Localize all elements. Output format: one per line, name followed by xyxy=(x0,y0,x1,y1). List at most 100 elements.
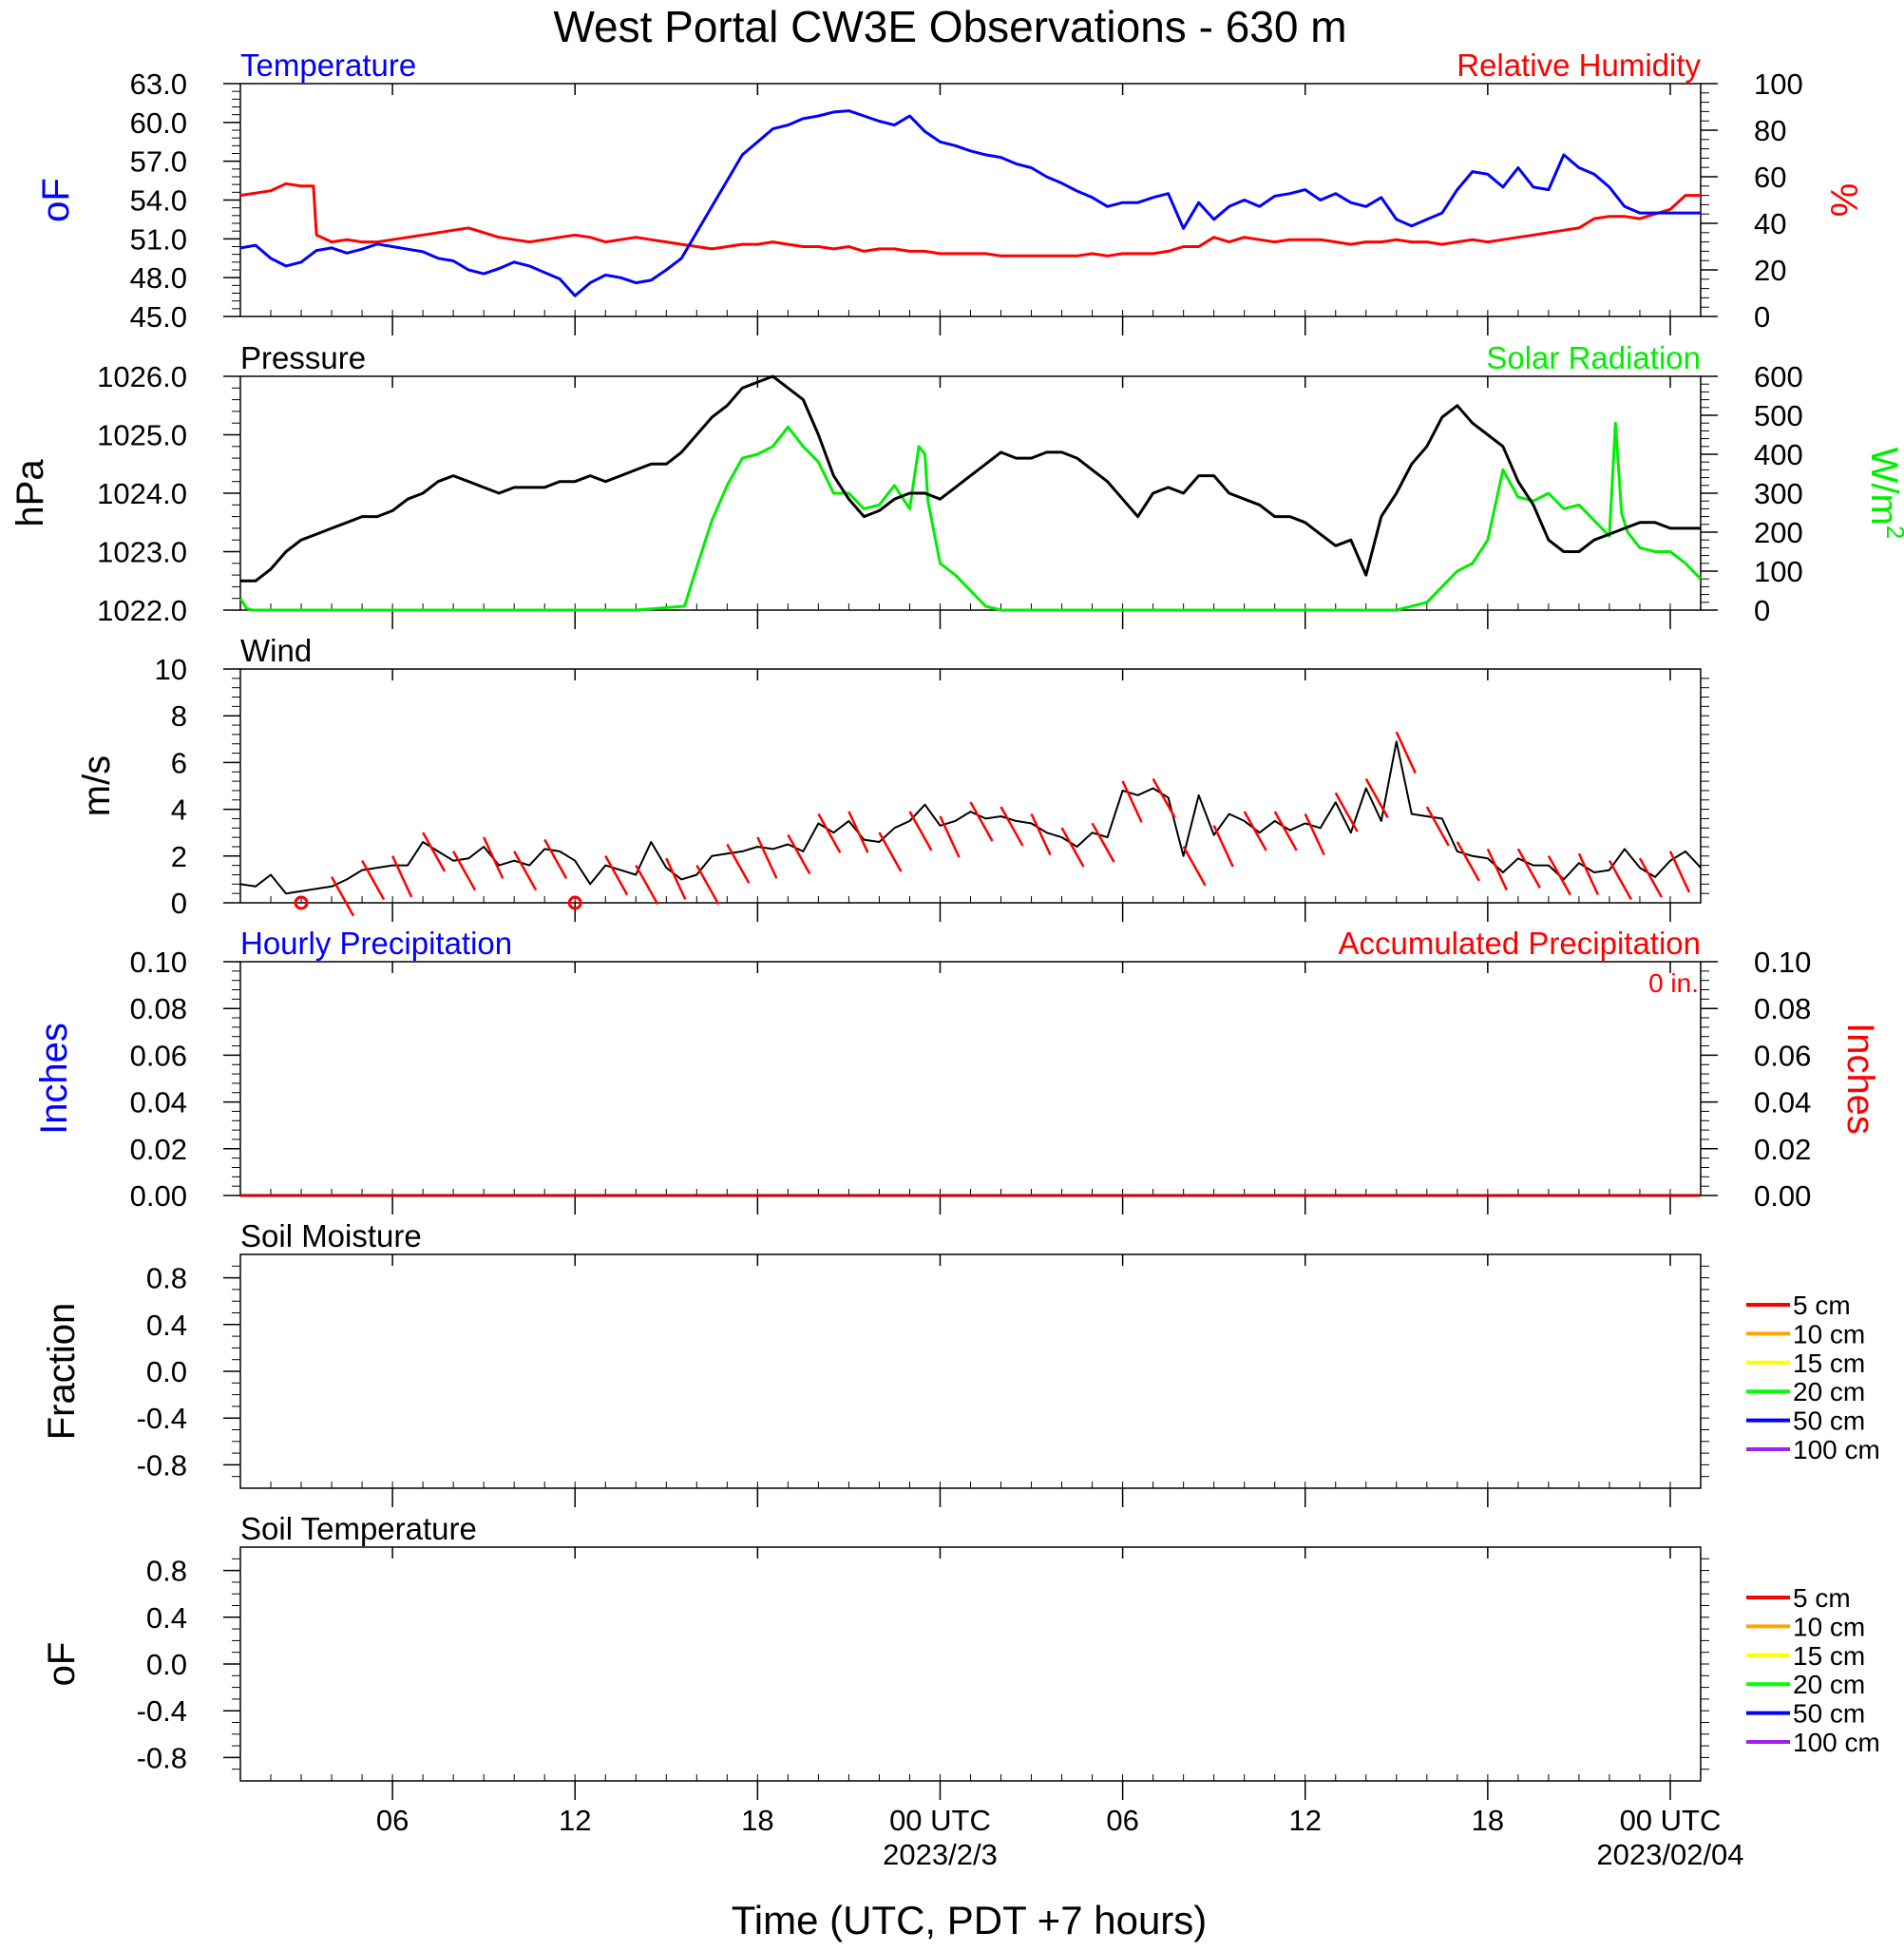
panel-frame xyxy=(239,1253,1702,1489)
y-tick-label: 0.4 xyxy=(146,1601,187,1635)
panel-precip: 0.00 0.02 0.04 0.06 0.08 0.10 0.00 0.02 0.04 0.06… xyxy=(33,926,1881,1215)
panel-frame xyxy=(239,375,1702,611)
y-tick-label: 0.04 xyxy=(1754,1086,1811,1119)
y-tick-label: -0.4 xyxy=(137,1402,187,1435)
y-tick-label: 0.04 xyxy=(130,1086,187,1119)
y-tick-label: -0.4 xyxy=(137,1694,187,1728)
x-tick-label: 18 xyxy=(741,1804,773,1837)
y-axis-unit-left_unit: m/s xyxy=(76,756,118,816)
wind-barb xyxy=(1060,827,1085,868)
y-axis-unit-left_unit: oF xyxy=(41,1642,83,1687)
series-temperature xyxy=(239,109,1701,297)
y-tick-label: 4 xyxy=(171,794,187,827)
wind-barb xyxy=(1395,731,1417,775)
wind-barb xyxy=(483,836,505,879)
wind-barb xyxy=(847,811,869,853)
y-tick-label: 0.06 xyxy=(130,1039,187,1072)
wind-barb xyxy=(360,859,386,901)
wind-barb xyxy=(1456,841,1480,882)
panel-wind: 0 2 4 6 8 10 Wind m/s xyxy=(76,633,1709,922)
wind-barb xyxy=(452,851,477,891)
y-tick-label: 0 xyxy=(1754,300,1770,334)
y-tick-label: -0.8 xyxy=(137,1448,187,1482)
panel-title-left_title: Hourly Precipitation xyxy=(240,926,512,961)
y-tick-label: 57.0 xyxy=(130,145,187,179)
x-tick-label: 06 xyxy=(376,1804,409,1837)
x-tick-label: 00 UTC xyxy=(1620,1804,1722,1837)
wind-barb xyxy=(1486,848,1508,891)
y-tick-label: 0.06 xyxy=(1754,1039,1811,1072)
legend-label: 50 cm xyxy=(1793,1699,1865,1729)
panel-frame xyxy=(239,961,1702,1196)
wind-barb xyxy=(543,838,568,879)
x-tick-label: 12 xyxy=(1288,1804,1321,1837)
y-tick-label: 54.0 xyxy=(130,184,187,218)
x-tick-label: 00 UTC xyxy=(889,1804,991,1837)
y-tick-label: 0.00 xyxy=(130,1179,187,1213)
legend-label: 100 cm xyxy=(1793,1728,1880,1757)
panel-title-right_title: Accumulated Precipitation xyxy=(1338,926,1701,961)
y-tick-label: 400 xyxy=(1754,438,1803,471)
panel-pressure_solar: 1022.0 1023.0 1024.0 1025.0 1026.0 0 100 200 300… xyxy=(10,340,1904,629)
wind-barb xyxy=(1000,806,1024,847)
unit-superscript: 2 xyxy=(1881,526,1904,539)
wind-barb xyxy=(1091,822,1115,863)
y-tick-label: 10 xyxy=(155,653,187,686)
series-pressure xyxy=(240,374,1701,583)
y-tick-label: 48.0 xyxy=(130,261,187,295)
y-tick-label: 0.00 xyxy=(1754,1179,1811,1213)
y-axis-unit-left_unit: Inches xyxy=(33,1023,75,1135)
wind-barb xyxy=(756,836,778,879)
y-tick-label: 51.0 xyxy=(130,222,187,256)
x-tick-label: 06 xyxy=(1106,1804,1138,1837)
y-tick-label: 0.8 xyxy=(146,1262,187,1295)
wind-barb xyxy=(513,851,538,891)
series-relative-humidity xyxy=(239,182,1701,258)
y-axis-unit-right: Inches xyxy=(1839,1023,1881,1135)
y-tick-label: 0.0 xyxy=(146,1648,187,1681)
wind-barb xyxy=(1182,846,1207,887)
wind-barb xyxy=(1638,857,1663,898)
y-axis-unit-left_unit: Fraction xyxy=(41,1303,83,1441)
y-tick-label: 0.10 xyxy=(130,946,187,979)
legend-label: 5 cm xyxy=(1793,1583,1851,1613)
panel-frame xyxy=(239,83,1702,317)
panel-title-right_title: Relative Humidity xyxy=(1457,48,1701,83)
wind-barb xyxy=(1152,777,1176,819)
wind-calm-marker xyxy=(294,895,309,910)
wind-barb xyxy=(390,855,413,898)
y-tick-label: 600 xyxy=(1754,360,1803,393)
x-axis-label: Time (UTC, PDT +7 hours) xyxy=(732,1898,1208,1942)
panel-title-left_title: Pressure xyxy=(240,340,366,375)
y-tick-label: 2 xyxy=(171,840,187,873)
wind-barb xyxy=(1547,855,1571,896)
y-tick-label: 500 xyxy=(1754,399,1803,432)
y-tick-label: 40 xyxy=(1754,207,1786,240)
wind-barb xyxy=(817,813,842,853)
y-tick-label: 0.08 xyxy=(130,992,187,1025)
y-axis-unit-left_unit: hPa xyxy=(10,459,51,527)
y-tick-label: 100 xyxy=(1754,555,1803,588)
wind-barb xyxy=(1334,792,1359,832)
panel-frame xyxy=(239,668,1702,904)
plot-panels: 45.048.051.054.057.060.063.0020406080100… xyxy=(10,48,1904,1871)
legend-label: 10 cm xyxy=(1793,1612,1865,1641)
legend-label: 15 cm xyxy=(1793,1348,1865,1378)
y-tick-label: 1022.0 xyxy=(97,594,187,627)
panel-title-left_title: Wind xyxy=(240,633,312,668)
series-wind-speed xyxy=(239,740,1702,895)
accumulated-total-label: 0 in. xyxy=(1648,968,1699,998)
y-tick-label: 6 xyxy=(171,746,187,779)
wind-barb xyxy=(1243,811,1267,851)
legend-label: 20 cm xyxy=(1793,1377,1865,1406)
wind-barb xyxy=(1273,811,1298,851)
x-date-label: 2023/2/3 xyxy=(883,1838,998,1871)
x-date-label: 2023/02/04 xyxy=(1596,1838,1743,1871)
wind-barb xyxy=(969,801,994,842)
y-tick-label: 200 xyxy=(1754,516,1803,549)
y-tick-label: 0.10 xyxy=(1754,946,1811,979)
panel-temp_rh: 45.0 48.0 51.0 54.0 57.0 60.0 63.0 0 20 40 60 80 100… xyxy=(35,48,1866,335)
panel-title-right_title: Solar Radiation xyxy=(1486,340,1701,375)
